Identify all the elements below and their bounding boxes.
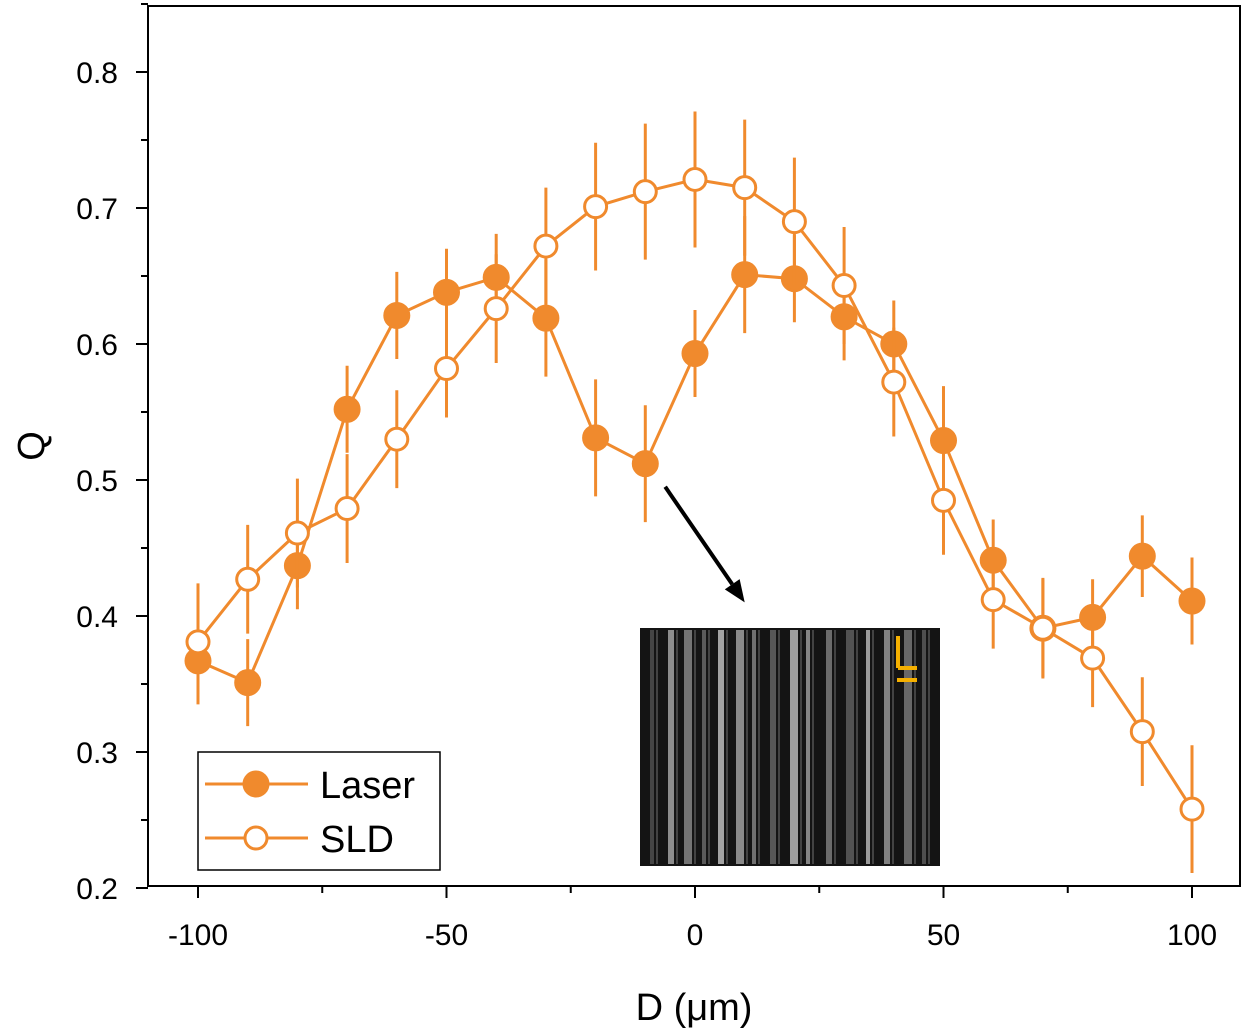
inset-fringe	[694, 630, 696, 864]
data-point-laser	[234, 669, 262, 697]
legend-entry-laser: Laser	[205, 765, 415, 807]
inset-fringe	[736, 630, 744, 864]
y-tick-label: 0.6	[76, 329, 118, 362]
legend-label-sld: SLD	[320, 819, 394, 861]
inset-fringe	[892, 630, 894, 864]
scale-bar-icon	[896, 636, 917, 682]
y-tick-label: 0.5	[76, 465, 118, 498]
data-point-laser	[333, 395, 361, 423]
inset-fringe	[834, 630, 836, 864]
inset-fringe	[914, 630, 916, 864]
inset-fringe	[922, 630, 926, 864]
x-axis-ticks: -100 -50 0 50 100	[168, 886, 1217, 952]
inset-fringe	[866, 630, 870, 864]
x-tick-label: 50	[927, 919, 960, 952]
inset-fringe	[812, 630, 814, 864]
inset-fringe	[676, 630, 678, 864]
data-point-laser	[681, 340, 709, 368]
data-point-sld	[583, 194, 609, 220]
legend-entry-sld: SLD	[205, 819, 394, 861]
inset-pointer-arrow	[663, 485, 745, 603]
inset-fringe	[770, 630, 776, 864]
x-tick-label: -50	[425, 919, 468, 952]
inset-fringe	[928, 630, 930, 864]
inset-fringe	[884, 630, 890, 864]
y-tick-label: 0.7	[76, 193, 118, 226]
data-point-sld	[434, 355, 459, 381]
legend: Laser SLD	[197, 751, 441, 871]
x-axis-title: D (μm)	[636, 987, 753, 1029]
x-tick-label: 100	[1167, 919, 1217, 952]
data-point-sld	[931, 487, 956, 513]
data-point-laser	[631, 450, 659, 478]
data-point-sld	[1030, 615, 1056, 641]
data-point-sld	[284, 520, 310, 546]
data-point-laser	[1178, 587, 1206, 615]
data-point-laser	[383, 301, 411, 329]
data-point-laser	[532, 304, 560, 332]
legend-label-laser: Laser	[320, 765, 415, 807]
legend-marker-laser	[242, 770, 270, 798]
data-point-sld	[1080, 645, 1106, 671]
y-tick-label: 0.4	[76, 601, 118, 634]
data-point-sld	[185, 629, 211, 655]
x-tick-label: -100	[168, 919, 228, 952]
data-point-sld	[384, 426, 410, 452]
inset-image	[640, 628, 940, 866]
inset-fringes	[650, 630, 930, 864]
data-point-sld	[632, 179, 658, 205]
data-point-laser	[731, 261, 759, 289]
y-tick-label: 0.3	[76, 737, 118, 770]
inset-fringe	[826, 630, 832, 864]
inset-fringe	[708, 630, 710, 864]
inset-fringe	[872, 630, 874, 864]
inset-fringe	[650, 630, 654, 864]
data-point-sld	[732, 175, 758, 201]
inset-fringe	[684, 630, 692, 864]
inset-fringe	[726, 630, 728, 864]
legend-marker-sld	[243, 825, 269, 851]
y-axis-ticks: 0.2 0.3 0.4 0.5 0.6 0.7 0.8	[76, 3, 148, 906]
inset-fringe	[758, 630, 760, 864]
data-point-sld	[682, 166, 708, 192]
inset-fringe	[778, 630, 780, 864]
inset-fringe	[746, 630, 748, 864]
x-tick-label: 0	[687, 919, 704, 952]
data-point-laser	[582, 424, 610, 452]
y-tick-label: 0.2	[76, 873, 118, 906]
data-point-sld	[1129, 719, 1155, 745]
arrow-head	[724, 579, 745, 603]
inset-fringe	[668, 630, 674, 864]
data-point-sld	[483, 296, 509, 322]
data-point-sld	[980, 587, 1006, 613]
data-point-sld	[235, 566, 261, 592]
data-point-sld	[533, 233, 559, 259]
series-sld	[185, 111, 1205, 874]
inset-fringe	[846, 630, 854, 864]
inset-fringe	[904, 630, 912, 864]
data-point-sld	[781, 209, 807, 235]
data-point-sld	[334, 496, 360, 522]
y-axis-title: Q	[11, 431, 53, 461]
inset-fringe	[702, 630, 706, 864]
data-point-sld	[1179, 796, 1205, 822]
inset-fringe	[856, 630, 858, 864]
data-point-sld	[831, 273, 857, 299]
inset-fringe	[800, 630, 802, 864]
y-tick-label: 0.8	[76, 57, 118, 90]
legend-box	[197, 751, 441, 871]
series-layer	[184, 111, 1206, 874]
data-point-laser	[433, 278, 460, 306]
arrow-shaft	[663, 485, 734, 586]
data-point-sld	[881, 369, 907, 395]
inset-fringe	[790, 630, 798, 864]
inset-fringe	[718, 630, 724, 864]
inset-fringe	[752, 630, 756, 864]
inset-fringe	[656, 630, 658, 864]
inset-fringe	[806, 630, 810, 864]
data-point-laser	[1128, 542, 1156, 570]
